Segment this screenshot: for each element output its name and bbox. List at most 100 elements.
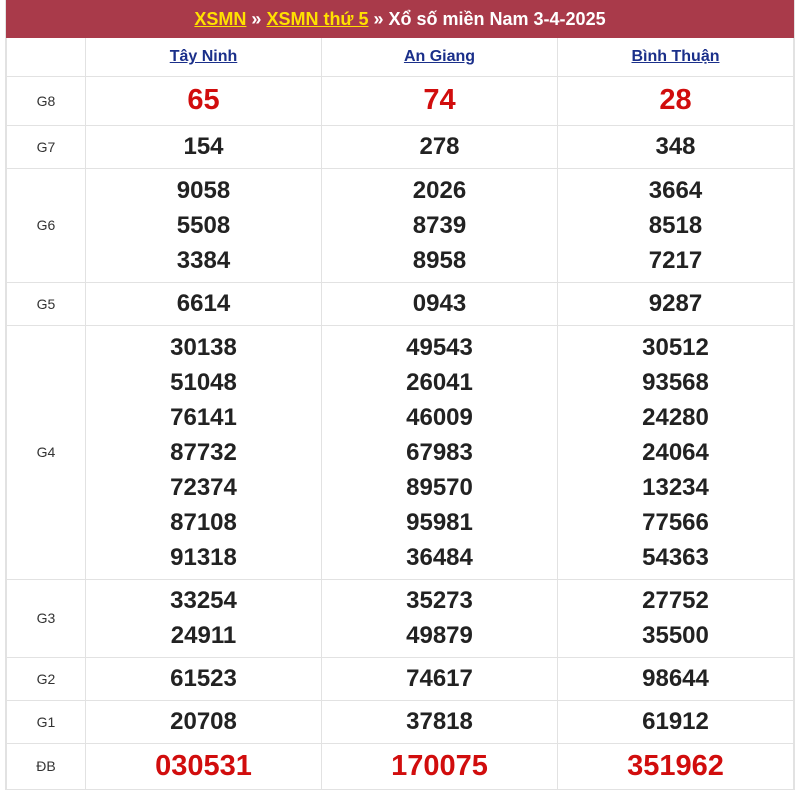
winning-number: 3384: [176, 246, 231, 274]
breadcrumb-header: XSMN » XSMN thứ 5 » Xổ số miền Nam 3-4-2…: [6, 0, 794, 38]
result-cell: 98644: [557, 656, 794, 701]
result-cell: 33254 24911: [85, 578, 322, 658]
prize-label: G7: [6, 124, 86, 169]
result-cell: 30138 51048 76141 87732 72374 87108 91318: [85, 324, 322, 580]
results-panel: XSMN » XSMN thứ 5 » Xổ số miền Nam 3-4-2…: [5, 0, 795, 790]
result-cell: 37818: [321, 699, 558, 744]
prize-label: ĐB: [6, 742, 86, 790]
winning-number: 2026: [412, 176, 467, 204]
winning-number: 8958: [412, 246, 467, 274]
province-cell: Bình Thuận: [557, 38, 794, 77]
province-cell: An Giang: [321, 38, 558, 77]
winning-number: 46009: [406, 403, 473, 431]
result-cell: 35273 49879: [321, 578, 558, 658]
winning-number: 93568: [642, 368, 709, 396]
result-cell: 154: [85, 124, 322, 169]
winning-number: 49543: [406, 333, 473, 361]
result-cell: 0943: [321, 281, 558, 326]
province-link-tay-ninh[interactable]: Tây Ninh: [169, 47, 238, 65]
prize-row-g4: G4 30138 51048 76141 87732 72374 87108 91318 495…: [6, 324, 794, 580]
prize-label: G8: [6, 75, 86, 126]
result-cell: 28: [557, 75, 794, 126]
winning-number: 54363: [642, 543, 709, 571]
winning-number: 76141: [170, 403, 237, 431]
page-title: Xổ số miền Nam 3-4-2025: [388, 9, 606, 29]
separator: »: [246, 9, 267, 29]
result-cell: 61912: [557, 699, 794, 744]
prize-label: G6: [6, 167, 86, 283]
prize-row-g1: G1 20708 37818 61912: [6, 699, 794, 744]
result-cell: 27752 35500: [557, 578, 794, 658]
winning-number: 154: [183, 133, 224, 160]
prize-row-g8: G8 65 74 28: [6, 75, 794, 126]
result-cell: 74617: [321, 656, 558, 701]
winning-number: 6614: [176, 290, 231, 317]
result-cell: 2026 8739 8958: [321, 167, 558, 283]
result-cell: 348: [557, 124, 794, 169]
result-cell: 170075: [321, 742, 558, 790]
winning-number: 87108: [170, 508, 237, 536]
prize-label: G3: [6, 578, 86, 658]
result-cell: 74: [321, 75, 558, 126]
winning-number: 74617: [406, 665, 473, 692]
result-cell: 3664 8518 7217: [557, 167, 794, 283]
xsmn-thu5-link[interactable]: XSMN thứ 5: [266, 9, 369, 29]
winning-number: 24280: [642, 403, 709, 431]
winning-number: 35273: [406, 587, 473, 614]
result-cell: 351962: [557, 742, 794, 790]
result-cell: 49543 26041 46009 67983 89570 95981 36484: [321, 324, 558, 580]
province-link-an-giang[interactable]: An Giang: [403, 47, 476, 65]
winning-number: 77566: [642, 508, 709, 536]
prize-label: G2: [6, 656, 86, 701]
winning-number: 26041: [406, 368, 473, 396]
separator: »: [368, 9, 389, 29]
winning-number: 8739: [412, 211, 467, 239]
result-cell: 61523: [85, 656, 322, 701]
winning-number: 91318: [170, 543, 237, 571]
prize-label: G4: [6, 324, 86, 580]
prize-label: G5: [6, 281, 86, 326]
winning-number: 51048: [170, 368, 237, 396]
winning-number: 89570: [406, 473, 473, 501]
winning-number: 8518: [648, 211, 703, 239]
winning-number: 13234: [642, 473, 709, 501]
result-cell: 9287: [557, 281, 794, 326]
prize-row-g7: G7 154 278 348: [6, 124, 794, 169]
result-cell: 20708: [85, 699, 322, 744]
winning-number: 27752: [642, 587, 709, 614]
winning-number: 33254: [170, 587, 237, 614]
winning-number: 98644: [642, 665, 709, 692]
result-cell: 6614: [85, 281, 322, 326]
winning-number: 65: [187, 84, 220, 116]
result-cell: 030531: [85, 742, 322, 790]
province-cell: Tây Ninh: [85, 38, 322, 77]
result-cell: 9058 5508 3384: [85, 167, 322, 283]
empty-cell: [6, 38, 86, 77]
winning-number: 74: [423, 84, 456, 116]
prize-label: G1: [6, 699, 86, 744]
xsmn-link[interactable]: XSMN: [194, 9, 247, 29]
winning-number: 49879: [406, 622, 473, 649]
winning-number: 30138: [170, 333, 237, 361]
winning-number: 351962: [627, 749, 724, 782]
prize-row-g2: G2 61523 74617 98644: [6, 656, 794, 701]
winning-number: 37818: [406, 708, 473, 735]
winning-number: 95981: [406, 508, 473, 536]
winning-number: 67983: [406, 438, 473, 466]
winning-number: 61523: [170, 665, 237, 692]
winning-number: 030531: [155, 749, 252, 782]
prize-row-đb: ĐB 030531 170075 351962: [6, 742, 794, 790]
winning-number: 36484: [406, 543, 473, 571]
winning-number: 24911: [170, 622, 237, 649]
results-table: Tây Ninh An Giang Bình Thuận G8 65 74 28 G7 1…: [6, 38, 794, 790]
result-cell: 65: [85, 75, 322, 126]
winning-number: 5508: [176, 211, 231, 239]
winning-number: 24064: [642, 438, 709, 466]
province-link-binh-thuan[interactable]: Bình Thuận: [631, 47, 720, 65]
winning-number: 170075: [391, 749, 488, 782]
prize-row-g3: G3 33254 24911 35273 49879 27752 35500: [6, 578, 794, 658]
winning-number: 9287: [648, 290, 703, 317]
winning-number: 20708: [170, 708, 237, 735]
result-cell: 30512 93568 24280 24064 13234 77566 54363: [557, 324, 794, 580]
province-header-row: Tây Ninh An Giang Bình Thuận: [6, 38, 794, 77]
